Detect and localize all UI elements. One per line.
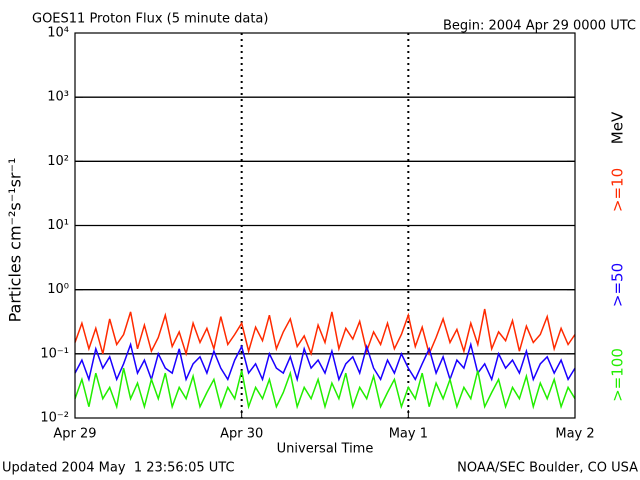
legend-label: >=100 [609, 348, 627, 402]
footer-right: NOAA/SEC Boulder, CO USA [457, 461, 638, 476]
y-tick-label: 10⁰ [47, 282, 69, 297]
x-tick-label: Apr 30 [220, 427, 263, 442]
legend-label: >=10 [609, 168, 627, 212]
x-tick-label: Apr 29 [53, 427, 96, 442]
y-tick-label: 10⁻¹ [40, 346, 69, 361]
y-tick-label: 10¹ [47, 218, 69, 233]
footer-left: Updated 2004 May 1 23:56:05 UTC [2, 461, 235, 476]
x-tick-label: May 1 [389, 427, 428, 442]
chart-title: GOES11 Proton Flux (5 minute data) [32, 12, 268, 27]
y-tick-label: 10⁴ [47, 26, 69, 41]
series-line [74, 341, 576, 383]
x-tick-label: May 2 [555, 427, 594, 442]
plot-frame [74, 32, 576, 419]
legend-label: >=50 [609, 263, 627, 307]
y-axis-title: Particles cm⁻²s⁻¹sr⁻¹ [6, 158, 25, 323]
chart-subtitle: Begin: 2004 Apr 29 0000 UTC [443, 19, 636, 34]
y-tick-label: 10⁻² [40, 411, 69, 426]
legend-unit: MeV [609, 111, 627, 144]
series-line [74, 308, 576, 357]
y-tick-label: 10³ [47, 90, 69, 105]
y-tick-label: 10² [47, 154, 69, 169]
x-axis-title: Universal Time [277, 442, 374, 457]
series-line [74, 367, 576, 410]
